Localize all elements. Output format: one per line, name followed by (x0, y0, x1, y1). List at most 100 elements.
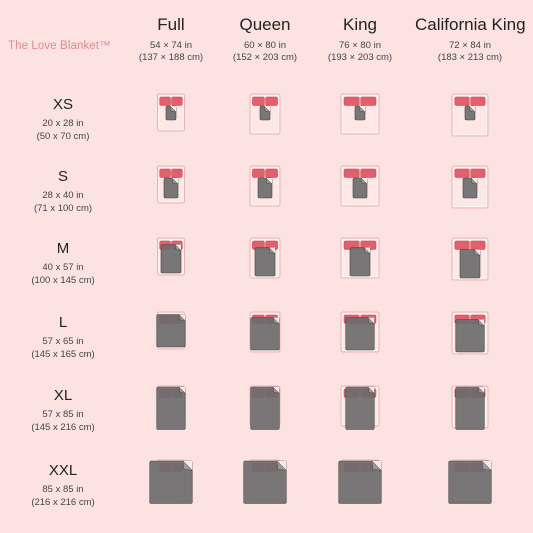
blanket (455, 319, 485, 353)
bed-dimension-inches: 60 × 80 in (244, 40, 286, 51)
blanket-dimension-cm: (216 x 216 cm) (31, 497, 95, 508)
blanket-fold-corner (477, 318, 486, 327)
blanket (349, 247, 371, 277)
blanket-fold-corner (367, 386, 376, 394)
column-header-full: Full 54 × 74 in (137 × 188 cm) (116, 14, 226, 64)
blanket-size-name: L (58, 314, 68, 331)
bed-size-name: Queen (239, 15, 291, 34)
bed-dimension-cm: (193 × 203 cm) (327, 52, 393, 63)
blanket-dimension-cm: (71 x 100 cm) (33, 203, 93, 214)
blanket-dimension-inches: 20 x 28 in (42, 118, 84, 129)
bed-size-name: California King (415, 15, 526, 34)
blanket-fold-corner (178, 386, 187, 394)
blanket (156, 314, 186, 348)
blanket-fold-corner (178, 313, 187, 322)
blanket-dimension-inches: 40 x 57 in (42, 262, 84, 273)
blanket-fold-corner (473, 248, 481, 256)
bed-blanket-illustration (451, 385, 489, 430)
bed-blanket-illustration (156, 385, 187, 430)
bed-dimension-cm: (152 × 203 cm) (232, 52, 298, 63)
bed-blanket-illustration (249, 93, 281, 135)
pillow (343, 168, 360, 178)
row-header-l: L 57 x 65 in (145 x 165 cm) (8, 314, 118, 361)
pillow (360, 168, 377, 178)
row-header-m: M 40 x 57 in (100 x 145 cm) (8, 240, 118, 287)
bed-inner-edge (342, 239, 378, 277)
blanket-fold-corner (363, 246, 371, 254)
blanket (345, 317, 375, 351)
bed-dimension-inches: 72 × 84 in (449, 40, 491, 51)
blanket-size-name: XL (53, 387, 73, 404)
blanket (243, 460, 287, 504)
column-header-california-king: California King 72 × 84 in (183 × 213 cm… (415, 14, 526, 64)
blanket-fold-corner (272, 316, 281, 325)
bed-inner-edge (251, 167, 279, 205)
bed-inner-edge (453, 313, 487, 353)
bed-blanket-illustration (249, 385, 281, 430)
pillow (252, 168, 265, 178)
blanket-fold-corner (367, 316, 376, 325)
pillow (159, 168, 171, 178)
blanket-fold-corner (174, 243, 182, 251)
bed-blanket-illustration (448, 459, 492, 504)
bed-blanket-illustration (451, 93, 489, 137)
pillow (265, 96, 278, 106)
blanket-size-name: XS (52, 96, 73, 113)
blanket (459, 249, 481, 279)
bed-blanket-illustration (156, 311, 187, 350)
blanket (254, 247, 276, 277)
blanket-fold-corner (182, 460, 193, 471)
blanket-fold-corner (169, 105, 177, 113)
bed-blanket-illustration (149, 459, 193, 504)
blanket (455, 386, 485, 430)
row-header-xs: XS 20 x 28 in (50 x 70 cm) (8, 96, 118, 143)
bed-dimension-inches: 76 × 80 in (339, 40, 381, 51)
blanket-dimension-inches: 57 x 65 in (42, 336, 84, 347)
blanket-fold-corner (360, 177, 368, 185)
pillow (470, 168, 486, 178)
bed-blanket-illustration (340, 237, 380, 279)
bed-blanket-illustration (249, 165, 281, 207)
pillow (470, 240, 486, 250)
bed-dimension-inches: 54 × 74 in (150, 40, 192, 51)
bed-blanket-illustration (338, 459, 382, 504)
bed-blanket-illustration (157, 93, 185, 132)
bed-size-name: Full (157, 15, 185, 34)
pillow (265, 168, 278, 178)
bed-size-name: King (342, 15, 378, 34)
bed-blanket-illustration (340, 93, 380, 135)
bed-inner-edge (342, 95, 378, 133)
blanket-fold-corner (470, 177, 478, 185)
bed-blanket-illustration (249, 311, 281, 353)
bed-inner-edge (251, 239, 279, 277)
blanket-dimension-cm: (100 x 145 cm) (31, 275, 95, 286)
bed-inner-edge (342, 167, 378, 205)
blanket-dimension-cm: (145 x 216 cm) (31, 422, 95, 433)
bed-inner-edge (453, 239, 487, 279)
blanket-fold-corner (272, 386, 281, 394)
pillow (454, 168, 470, 178)
pillow (454, 240, 470, 250)
bed-inner-edge (342, 313, 378, 351)
blanket-fold-corner (371, 460, 382, 471)
bed-inner-edge (158, 167, 184, 202)
blanket (338, 460, 382, 504)
pillow (360, 96, 377, 106)
blanket (250, 317, 280, 351)
bed-blanket-illustration (249, 237, 281, 279)
pillow (252, 96, 265, 106)
bed-blanket-illustration (243, 459, 287, 504)
blanket-fold-corner (477, 386, 486, 394)
blanket (160, 244, 182, 274)
column-header-queen: Queen 60 × 80 in (152 × 203 cm) (210, 14, 320, 64)
blanket-size-name: M (56, 240, 70, 257)
bed-blanket-illustration (340, 165, 380, 207)
pillow (343, 96, 360, 106)
brand-name: The Love Blanket™ (8, 40, 111, 52)
pillow (171, 168, 183, 178)
bed-blanket-illustration (157, 237, 185, 276)
pillow (171, 96, 183, 106)
blanket-fold-corner (171, 177, 179, 185)
row-header-xxl: XXL 85 x 85 in (216 x 216 cm) (8, 462, 118, 509)
blanket (149, 460, 193, 504)
